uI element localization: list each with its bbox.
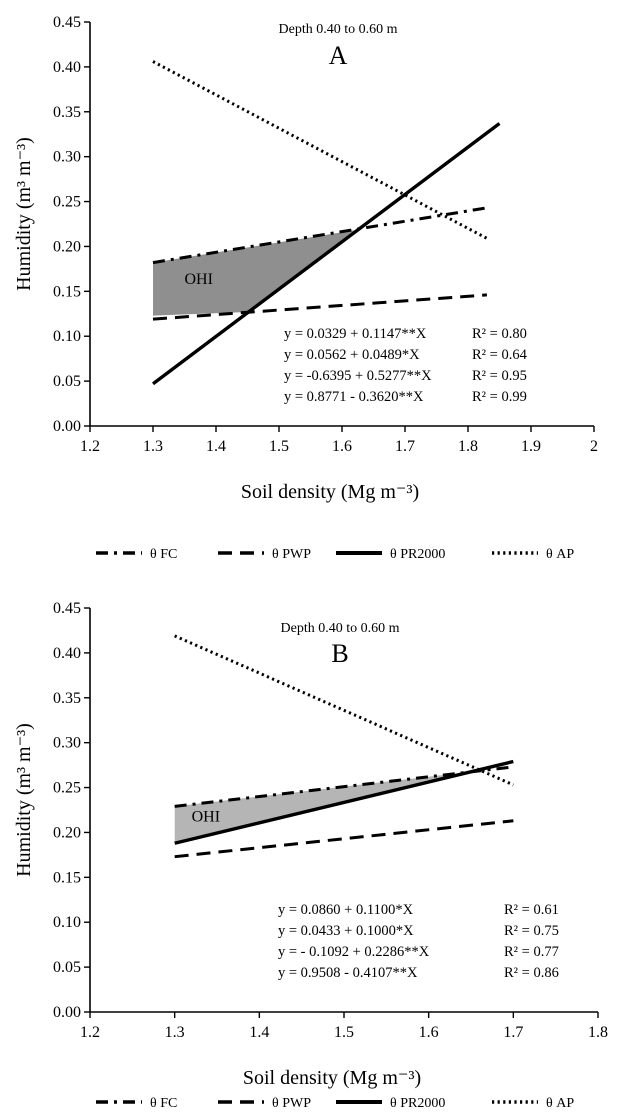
- x-tick-label: 2: [590, 438, 598, 455]
- r-squared: R² = 0.95: [472, 368, 527, 384]
- legend-label: θ PWP: [272, 547, 311, 562]
- y-tick-label: 0.00: [53, 1004, 81, 1021]
- y-tick-label: 0.15: [53, 283, 81, 300]
- y-tick-label: 0.15: [53, 869, 81, 886]
- ohi-label: OHI: [185, 271, 213, 288]
- x-tick-label: 1.9: [521, 438, 541, 455]
- y-tick-label: 0.40: [53, 645, 81, 662]
- legend-label: θ FC: [150, 1096, 177, 1111]
- y-axis-title: Humidity (m³ m⁻³): [13, 137, 35, 291]
- series-line-dashed: [174, 819, 514, 859]
- y-tick-label: 0.20: [53, 238, 81, 255]
- y-tick-label: 0.25: [53, 194, 81, 211]
- x-tick-label: 1.6: [332, 438, 352, 455]
- series-line-dotted: [152, 60, 488, 240]
- r-squared: R² = 0.75: [504, 923, 559, 939]
- x-tick-label: 1.4: [249, 1024, 269, 1041]
- x-tick-label: 1.8: [588, 1024, 608, 1041]
- series-line-dash-dot: [152, 206, 488, 265]
- y-tick-label: 0.05: [53, 373, 81, 390]
- ohi-region: [153, 230, 355, 316]
- regression-equation: y = 0.0562 + 0.0489*X: [284, 347, 420, 363]
- y-tick-label: 0.30: [53, 735, 81, 752]
- y-tick-label: 0.35: [53, 690, 81, 707]
- regression-equation: y = 0.0433 + 0.1000*X: [278, 923, 414, 939]
- panel-letter: B: [331, 639, 348, 668]
- y-tick-label: 0.20: [53, 824, 81, 841]
- series-line-dash-dot: [174, 765, 514, 808]
- x-tick-label: 1.5: [334, 1024, 354, 1041]
- series-line-dashed: [152, 293, 488, 321]
- r-squared: R² = 0.86: [504, 965, 559, 981]
- panel-subtitle: Depth 0.40 to 0.60 m: [281, 621, 400, 636]
- x-tick-label: 1.5: [269, 438, 289, 455]
- panel-a: 0.00 0.05 0.10 0.15 0.20 0.25 0.30 0.35 0.40 0.45…: [13, 14, 598, 562]
- regression-equation: y = 0.0329 + 0.1147**X: [284, 326, 427, 342]
- legend-label: θ PR2000: [390, 547, 445, 562]
- r-squared: R² = 0.77: [504, 944, 559, 960]
- r-squared: R² = 0.99: [472, 389, 527, 405]
- y-tick-label: 0.05: [53, 959, 81, 976]
- x-tick-label: 1.3: [165, 1024, 185, 1041]
- y-tick-label: 0.45: [53, 14, 81, 31]
- panel-letter: A: [329, 41, 348, 70]
- y-tick-label: 0.10: [53, 914, 81, 931]
- y-tick-label: 0.45: [53, 600, 81, 617]
- legend-label: θ AP: [546, 1096, 574, 1111]
- x-tick-label: 1.8: [458, 438, 478, 455]
- regression-equation: y = -0.6395 + 0.5277**X: [284, 368, 432, 384]
- y-tick-label: 0.40: [53, 59, 81, 76]
- r-squared: R² = 0.80: [472, 326, 527, 342]
- series-line-dotted: [174, 634, 514, 787]
- x-tick-label: 1.6: [419, 1024, 439, 1041]
- x-axis-title: Soil density (Mg m⁻³): [241, 481, 419, 503]
- y-tick-label: 0.35: [53, 104, 81, 121]
- x-tick-label: 1.2: [80, 1024, 100, 1041]
- r-squared: R² = 0.61: [504, 902, 559, 918]
- legend-label: θ AP: [546, 547, 574, 562]
- regression-equation: y = 0.9508 - 0.4107**X: [278, 965, 418, 981]
- legend-label: θ PWP: [272, 1096, 311, 1111]
- x-tick-label: 1.2: [80, 438, 100, 455]
- y-axis-title: Humidity (m³ m⁻³): [13, 723, 35, 877]
- regression-equation: y = - 0.1092 + 0.2286**X: [278, 944, 430, 960]
- legend-label: θ PR2000: [390, 1096, 445, 1111]
- y-tick-label: 0.30: [53, 149, 81, 166]
- ohi-label: OHI: [192, 809, 220, 826]
- panel-b: 0.00 0.05 0.10 0.15 0.20 0.25 0.30 0.35 0.40 0.45…: [13, 600, 608, 1111]
- regression-equation: y = 0.8771 - 0.3620**X: [284, 389, 424, 405]
- x-axis-title: Soil density (Mg m⁻³): [243, 1067, 421, 1089]
- regression-equation: y = 0.0860 + 0.1100*X: [278, 902, 414, 918]
- x-tick-label: 1.3: [143, 438, 163, 455]
- y-tick-label: 0.00: [53, 418, 81, 435]
- y-tick-label: 0.10: [53, 328, 81, 345]
- x-tick-label: 1.4: [206, 438, 226, 455]
- x-tick-label: 1.7: [395, 438, 415, 455]
- series-line-solid: [174, 759, 514, 845]
- legend-label: θ FC: [150, 547, 177, 562]
- panel-subtitle: Depth 0.40 to 0.60 m: [279, 22, 398, 37]
- r-squared: R² = 0.64: [472, 347, 528, 363]
- y-tick-label: 0.25: [53, 780, 81, 797]
- x-tick-label: 1.7: [503, 1024, 523, 1041]
- series-line-solid: [151, 122, 501, 386]
